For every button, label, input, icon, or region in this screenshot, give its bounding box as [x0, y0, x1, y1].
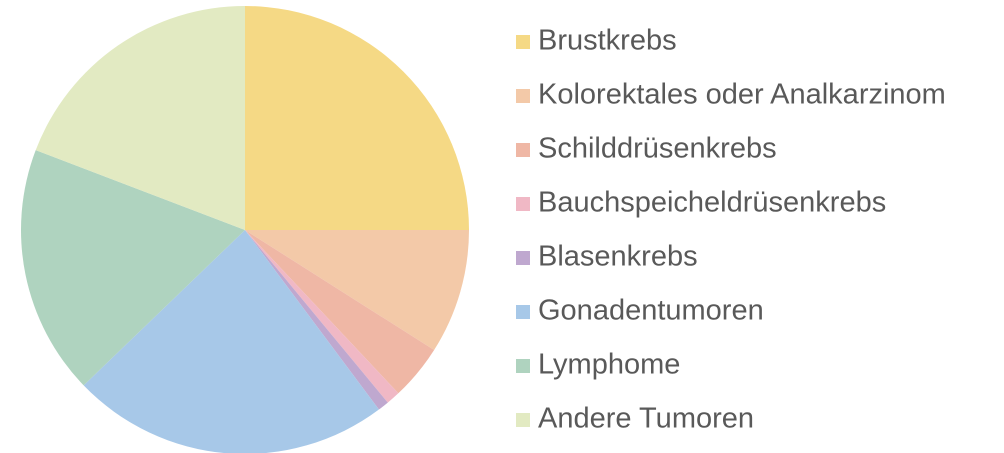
- legend-swatch: [516, 359, 530, 373]
- legend-swatch: [516, 35, 530, 49]
- pie-slice: [245, 230, 435, 394]
- legend-swatch: [516, 305, 530, 319]
- legend-label: Schilddrüsenkrebs: [538, 133, 777, 165]
- pie-slice: [245, 230, 469, 351]
- legend-label: Kolorektales oder Analkarzinom: [538, 79, 946, 111]
- legend-swatch: [516, 251, 530, 265]
- pie-slice: [245, 230, 399, 403]
- pie-slice: [245, 6, 469, 230]
- legend-label: Gonadentumoren: [538, 295, 764, 327]
- pie-slice: [245, 230, 388, 410]
- legend-label: Blasenkrebs: [538, 241, 698, 273]
- legend-label: Lymphome: [538, 349, 680, 381]
- legend-label: Brustkrebs: [538, 25, 677, 57]
- legend-swatch: [516, 197, 530, 211]
- pie-slice: [35, 6, 246, 230]
- legend-swatch: [516, 413, 530, 427]
- pie-slice: [21, 150, 246, 386]
- pie-slice: [83, 230, 379, 453]
- legend-label: Bauchspeicheldrüsenkrebs: [538, 187, 886, 219]
- legend-swatch: [516, 89, 530, 103]
- legend-swatch: [516, 143, 530, 157]
- legend-label: Andere Tumoren: [538, 403, 754, 435]
